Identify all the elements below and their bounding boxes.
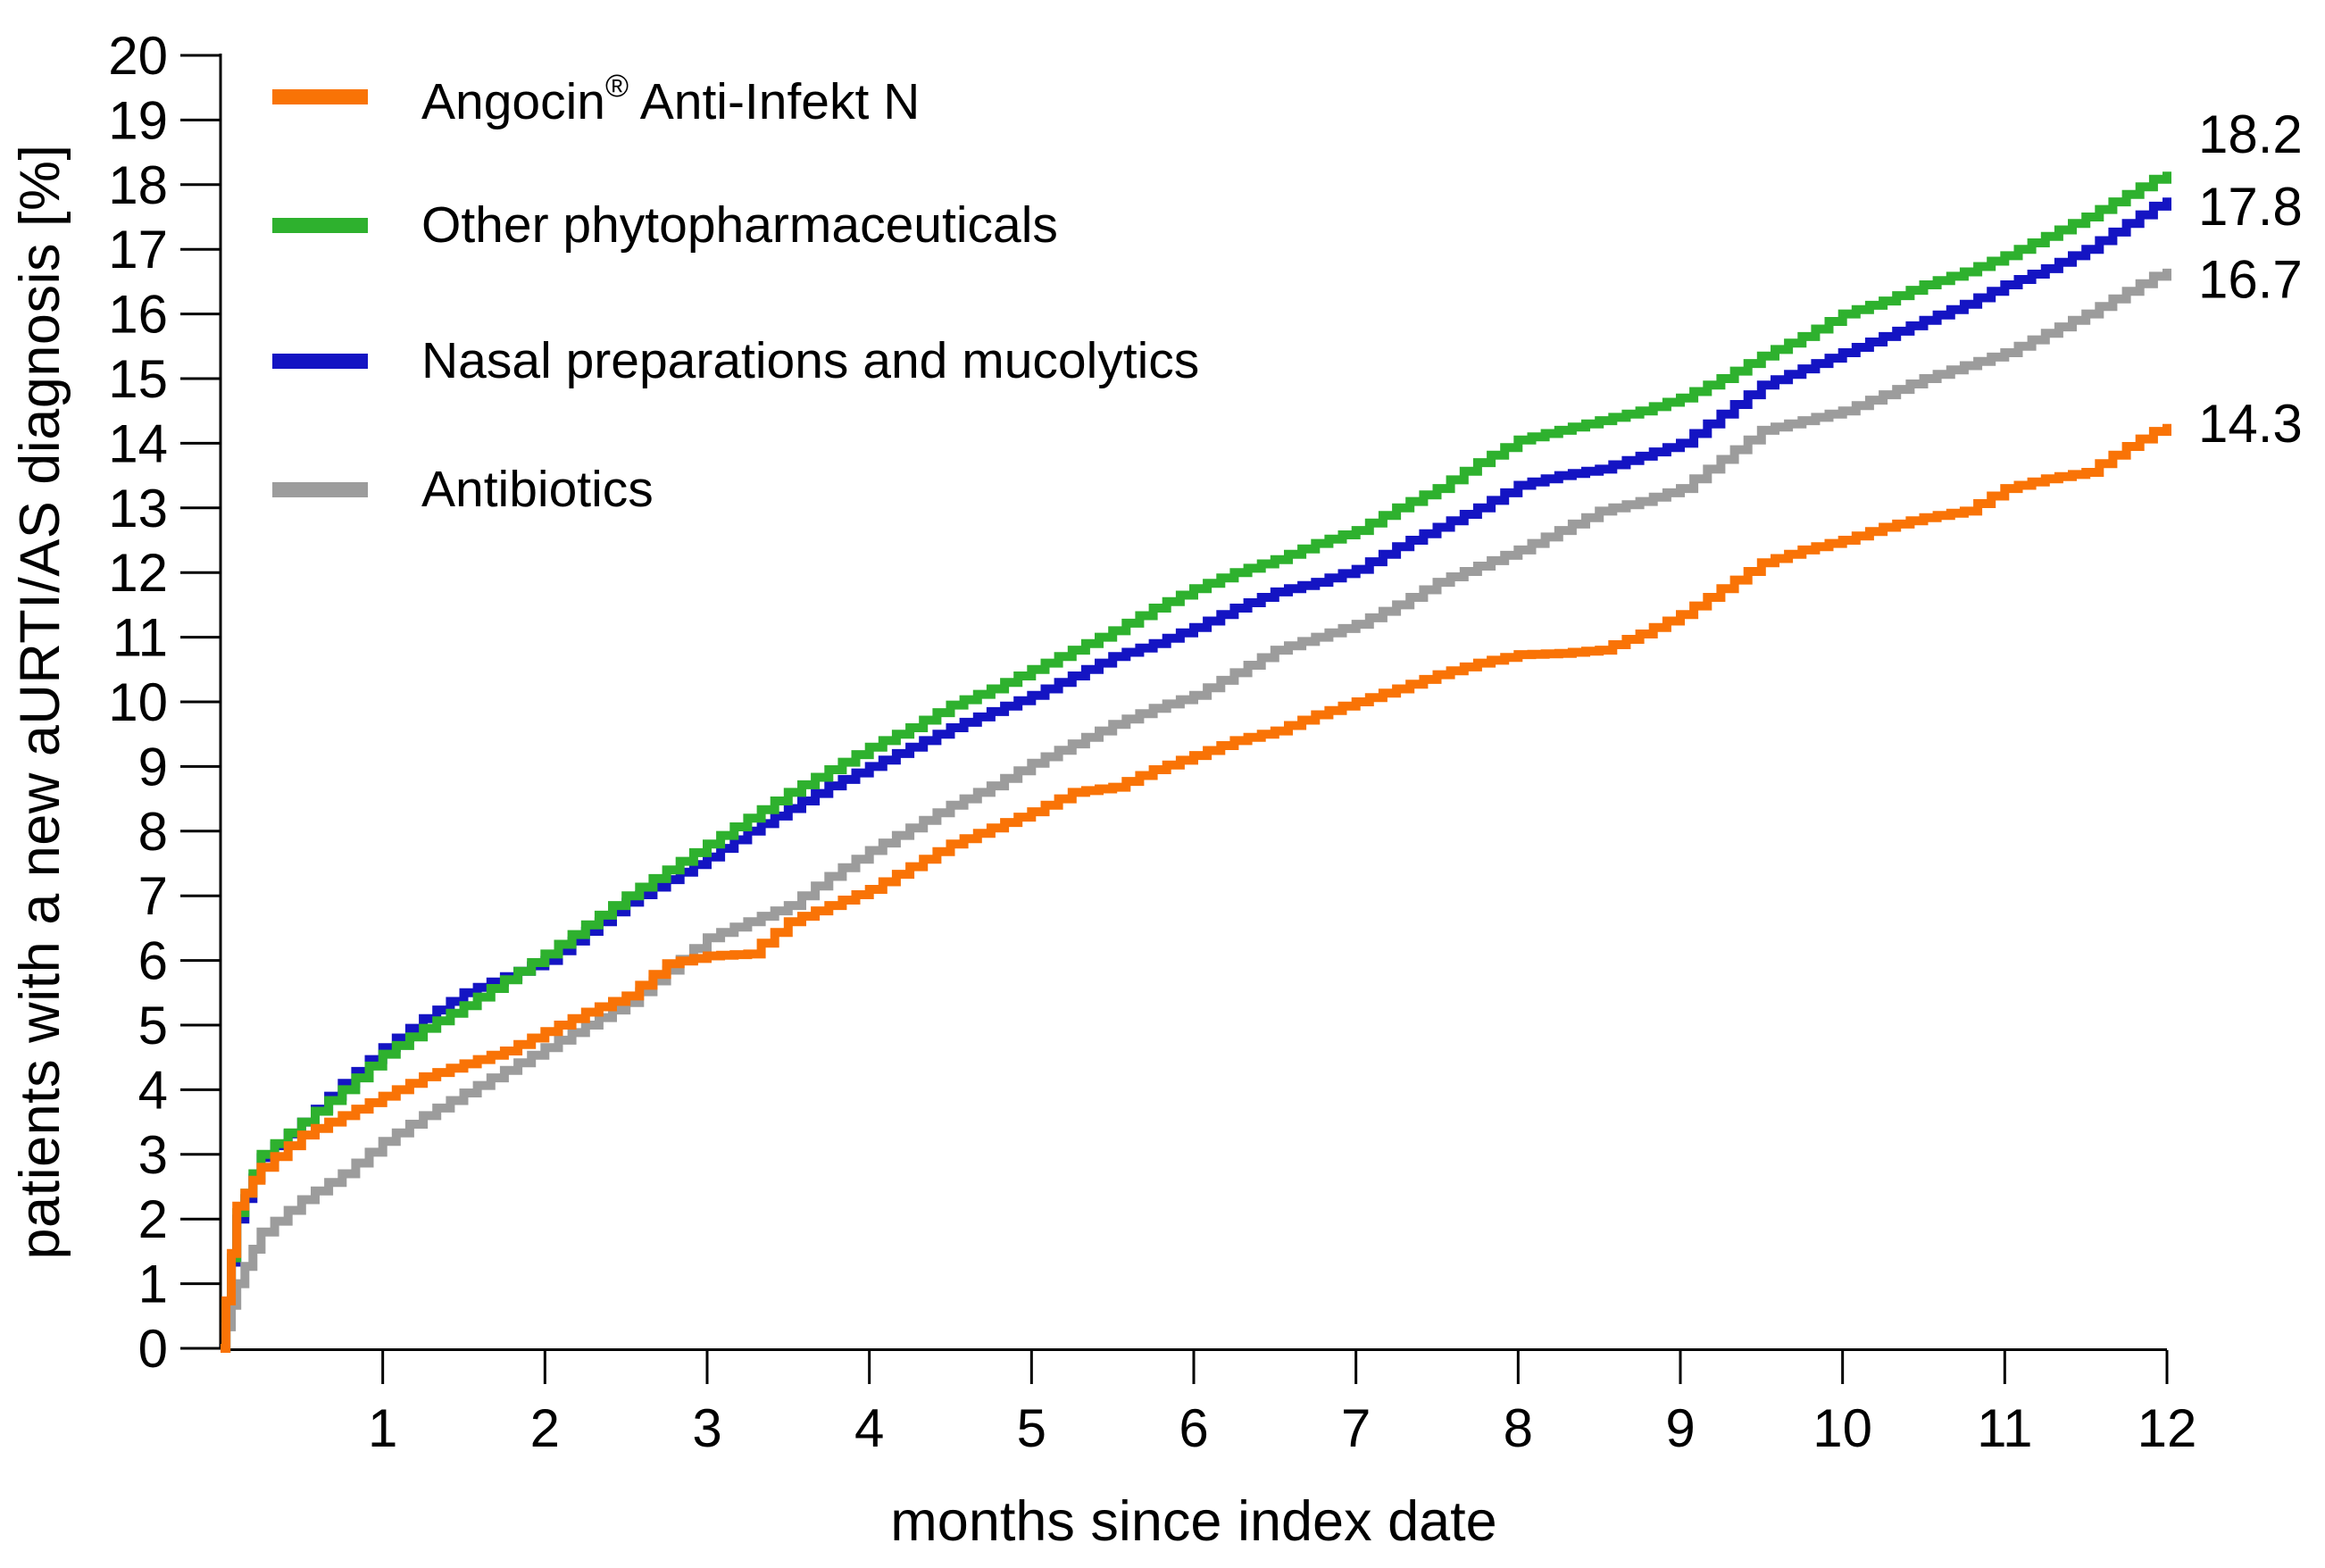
- y-tick-label: 19: [108, 90, 168, 150]
- x-tick-label: 5: [1017, 1398, 1046, 1458]
- x-axis-label: months since index date: [890, 1490, 1497, 1553]
- curve-3: [221, 268, 2171, 1353]
- y-tick-label: 8: [138, 802, 168, 862]
- legend-swatch-antibiotics: [272, 481, 368, 497]
- legend-item-nasal-preparations: Nasal preparations and mucolytics: [272, 334, 1199, 388]
- x-tick-label: 6: [1179, 1398, 1208, 1458]
- legend-label-angocin: Angocin® Anti-Infekt N: [421, 64, 920, 129]
- curve-1: [221, 171, 2171, 1353]
- legend-swatch-angocin: [272, 88, 368, 104]
- x-tick-label: 7: [1341, 1398, 1371, 1458]
- x-tick-label: 1: [368, 1398, 397, 1458]
- x-tick-label: 12: [2138, 1398, 2197, 1458]
- y-tick-label: 9: [138, 737, 168, 797]
- legend-item-angocin: Angocin® Anti-Infekt N: [272, 69, 920, 129]
- curve-0: [221, 423, 2171, 1353]
- y-tick-label: 2: [138, 1189, 168, 1249]
- y-tick-label: 3: [138, 1125, 168, 1185]
- legend-swatch-phytopharmaceuticals: [272, 217, 368, 233]
- y-tick-label: 4: [138, 1060, 168, 1120]
- legend-item-phytopharmaceuticals: Other phytopharmaceuticals: [272, 198, 1058, 252]
- y-tick-label: 15: [108, 349, 168, 409]
- x-tick-label: 11: [1977, 1398, 2032, 1458]
- end-label-2: 17.8: [2198, 177, 2303, 237]
- y-tick-label: 0: [138, 1319, 168, 1379]
- y-tick-label: 18: [108, 155, 168, 215]
- y-tick-label: 5: [138, 996, 168, 1055]
- y-tick-label: 1: [138, 1255, 168, 1314]
- y-axis-label: patients with a new aURTI/AS diagnosis […: [9, 144, 71, 1260]
- legend-label-antibiotics: Antibiotics: [421, 461, 654, 518]
- y-tick-label: 20: [108, 26, 168, 86]
- x-tick-label: 2: [530, 1398, 560, 1458]
- x-tick-label: 8: [1504, 1398, 1533, 1458]
- y-tick-label: 10: [108, 672, 168, 732]
- x-tick-label: 3: [692, 1398, 721, 1458]
- y-tick-label: 6: [138, 931, 168, 991]
- end-label-0: 14.3: [2198, 394, 2303, 454]
- x-tick-label: 9: [1665, 1398, 1695, 1458]
- legend-label-angocin-rest: Anti-Infekt N: [629, 73, 921, 130]
- y-tick-label: 14: [108, 413, 168, 473]
- y-tick-label: 16: [108, 285, 168, 345]
- y-tick-label: 17: [108, 220, 168, 279]
- legend-item-antibiotics: Antibiotics: [272, 463, 654, 516]
- registered-trademark-icon: ®: [605, 68, 629, 104]
- legend-swatch-nasal-preparations: [272, 353, 368, 369]
- legend-label-nasal-preparations: Nasal preparations and mucolytics: [421, 332, 1200, 389]
- y-tick-label: 11: [112, 608, 168, 668]
- end-label-3: 16.7: [2198, 249, 2303, 309]
- x-tick-label: 10: [1812, 1398, 1872, 1458]
- end-label-1: 18.2: [2198, 104, 2303, 164]
- x-tick-label: 4: [854, 1398, 884, 1458]
- legend-label-angocin-brand: Angocin: [421, 73, 605, 130]
- y-tick-label: 13: [108, 479, 168, 538]
- legend-label-phytopharmaceuticals: Other phytopharmaceuticals: [421, 196, 1058, 254]
- y-tick-label: 7: [138, 866, 168, 926]
- y-tick-label: 12: [108, 543, 168, 603]
